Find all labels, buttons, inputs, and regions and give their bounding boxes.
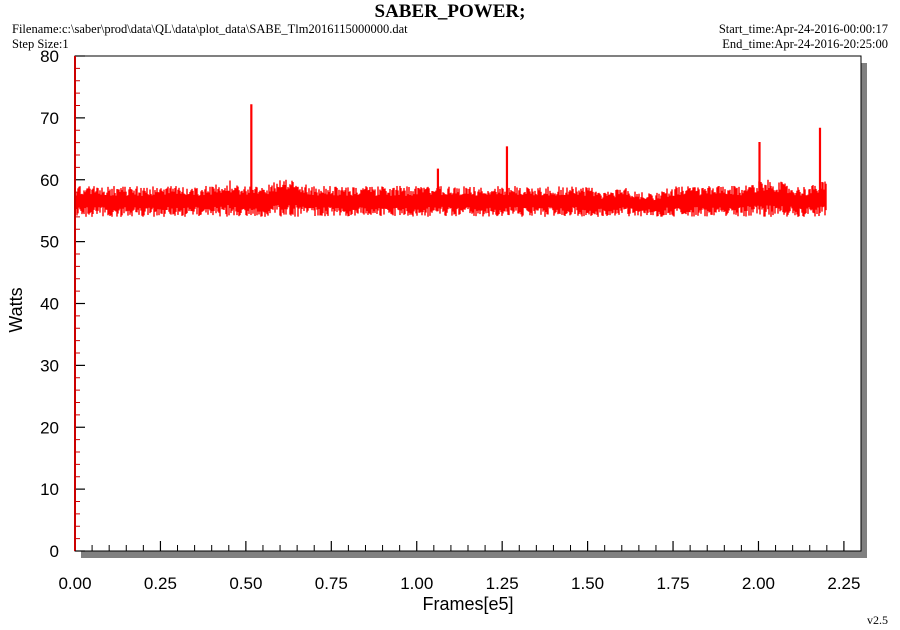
y-tick-label: 30: [40, 356, 59, 375]
y-axis-label: Watts: [6, 287, 26, 332]
chart-title: SABER_POWER;: [374, 1, 526, 22]
end-time-label: End_time:Apr-24-2016-20:25:00: [722, 37, 888, 51]
y-tick-label: 40: [40, 295, 59, 314]
x-tick-label: 1.50: [571, 574, 604, 593]
step-size-label: Step Size:1: [12, 37, 69, 51]
x-tick-label: 1.25: [486, 574, 519, 593]
plot-area: [74, 55, 862, 552]
y-tick-label: 80: [40, 47, 59, 66]
filename-label: Filename:c:\saber\prod\data\QL\data\plot…: [12, 22, 408, 36]
y-tick-label: 0: [50, 542, 59, 561]
x-axis-label: Frames[e5]: [422, 594, 513, 614]
y-tick-label: 60: [40, 171, 59, 190]
y-tick-label: 20: [40, 418, 59, 437]
x-tick-label: 2.00: [742, 574, 775, 593]
x-tick-label: 0.25: [144, 574, 177, 593]
x-tick-label: 1.00: [400, 574, 433, 593]
x-tick-label: 0.50: [229, 574, 262, 593]
y-tick-label: 10: [40, 480, 59, 499]
y-tick-label: 50: [40, 233, 59, 252]
x-tick-label: 1.75: [656, 574, 689, 593]
x-tick-label: 2.25: [827, 574, 860, 593]
version-label: v2.5: [867, 613, 888, 627]
y-tick-label: 70: [40, 109, 59, 128]
x-tick-label: 0.75: [315, 574, 348, 593]
start-time-label: Start_time:Apr-24-2016-00:00:17: [718, 22, 888, 36]
x-tick-label: 0.00: [58, 574, 91, 593]
